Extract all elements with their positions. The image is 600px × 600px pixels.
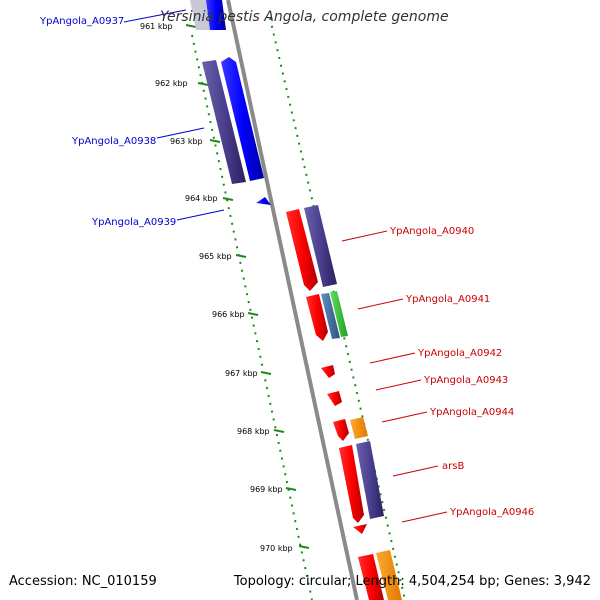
leader-line [401, 511, 448, 523]
tick-mark [197, 82, 209, 86]
tick-mark [298, 545, 310, 549]
tick-mark [209, 139, 221, 143]
tick-label: 967 kbp [225, 369, 258, 378]
gene-label[interactable]: YpAngola_A0937 [39, 16, 124, 27]
gene-label[interactable]: YpAngola_A0938 [71, 136, 156, 147]
tick-mark [260, 371, 272, 375]
gene-cds-feature[interactable] [330, 291, 348, 337]
forward-leader-lines [123, 9, 225, 221]
tick-mark [222, 197, 234, 201]
leader-line [375, 379, 422, 391]
tick-label: 964 kbp [185, 194, 218, 203]
gene-cds-arrow[interactable] [256, 197, 271, 205]
leader-line [381, 411, 428, 423]
leader-line [369, 352, 416, 364]
gene-cds-arrow[interactable] [286, 209, 318, 291]
gene-rna-feature[interactable] [356, 441, 384, 519]
gene-label[interactable]: YpAngola_A0939 [91, 217, 176, 228]
forward-genes [190, 0, 271, 205]
reverse-leader-lines [341, 230, 448, 523]
gene-cds-arrow[interactable] [306, 294, 328, 341]
gene-label[interactable]: arsB [442, 461, 464, 472]
tick-mark [273, 429, 285, 433]
leader-line [341, 230, 388, 242]
topology-text: Topology: circular; Length: 4,504,254 bp… [233, 574, 591, 589]
tick-label: 970 kbp [260, 544, 293, 553]
gene-rna-feature[interactable] [304, 205, 337, 287]
gene-label[interactable]: YpAngola_A0944 [429, 407, 514, 418]
gene-cds-arrow[interactable] [358, 554, 384, 600]
gene-rna-feature[interactable] [321, 293, 340, 339]
tick-label: 965 kbp [199, 252, 232, 261]
leader-line [176, 209, 225, 221]
forward-strand-guide [191, 34, 313, 600]
tick-mark [185, 24, 197, 28]
accession-text: Accession: NC_010159 [9, 574, 157, 589]
reverse-genes [286, 205, 402, 600]
gene-cds-feature[interactable] [350, 417, 368, 439]
tick-label: 968 kbp [237, 427, 270, 436]
gene-cds-arrow[interactable] [353, 524, 367, 534]
tick-label: 963 kbp [170, 137, 203, 146]
gene-cds-arrow[interactable] [339, 445, 364, 523]
leader-line [123, 9, 187, 23]
backbone-line [226, 0, 359, 600]
tick-label: 961 kbp [140, 22, 173, 31]
gene-cds-feature[interactable] [376, 550, 402, 600]
tick-mark [285, 487, 297, 491]
forward-gene-labels: YpAngola_A0937 YpAngola_A0938 YpAngola_A… [39, 16, 176, 228]
tick-label: 966 kbp [212, 310, 245, 319]
tick-marks [185, 24, 310, 549]
gene-label[interactable]: YpAngola_A0940 [389, 226, 474, 237]
gene-cds-arrow[interactable] [327, 391, 342, 406]
tick-mark [247, 312, 259, 316]
gene-label[interactable]: YpAngola_A0941 [405, 294, 490, 305]
reverse-gene-labels: YpAngola_A0940 YpAngola_A0941 YpAngola_A… [389, 226, 534, 518]
map-title: Yersinia pestis Angola, complete genome [160, 9, 449, 25]
tick-label: 969 kbp [250, 485, 283, 494]
gene-label[interactable]: YpAngola_A0946 [449, 507, 534, 518]
leader-line [357, 298, 404, 310]
gene-label[interactable]: YpAngola_A0943 [423, 375, 508, 386]
reverse-strand-guide [269, 17, 406, 600]
gene-rna-feature[interactable] [202, 60, 246, 184]
gene-cds-arrow[interactable] [221, 57, 264, 181]
leader-line [392, 465, 439, 477]
tick-labels: 961 kbp 962 kbp 963 kbp 964 kbp 965 kbp … [140, 22, 293, 553]
gene-cds-feature[interactable] [206, 0, 226, 30]
leader-line [156, 127, 205, 139]
gene-cds-arrow[interactable] [333, 419, 349, 441]
gene-cds-arrow[interactable] [321, 365, 335, 378]
gene-label[interactable]: YpAngola_A0942 [417, 348, 502, 359]
tick-label: 962 kbp [155, 79, 188, 88]
tick-mark [235, 254, 247, 258]
